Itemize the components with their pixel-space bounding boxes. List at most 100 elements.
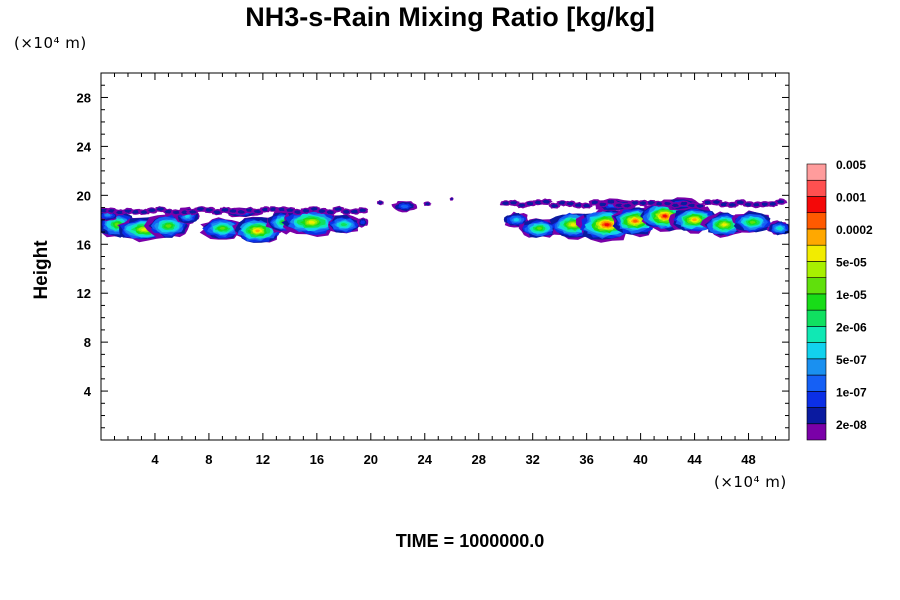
contour-fill	[510, 201, 518, 205]
y-tick-label: 28	[77, 90, 91, 105]
colorbar-label: 5e-07	[836, 353, 867, 367]
contour-fill	[302, 209, 311, 213]
contour-fill	[692, 218, 697, 222]
contour-fill	[294, 210, 302, 214]
colorbar-label: 2e-06	[836, 320, 867, 334]
contour-fill	[425, 202, 430, 206]
contour-fill	[318, 209, 326, 213]
contour-fill	[132, 210, 140, 214]
contour-fill	[632, 219, 638, 223]
contour-fill	[219, 226, 226, 230]
x-tick-label: 36	[579, 452, 593, 467]
contour-fill	[360, 220, 366, 225]
contour-fill	[350, 209, 358, 214]
contour-fill	[116, 210, 124, 214]
y-tick-label: 20	[77, 188, 91, 203]
mixing-ratio-field	[101, 197, 789, 243]
colorbar-swatch	[806, 228, 827, 246]
colorbar-label: 1e-05	[836, 288, 867, 302]
x-tick-label: 8	[205, 452, 212, 467]
contour-fill	[518, 203, 526, 208]
contour-fill	[704, 200, 712, 205]
contour-fill	[278, 207, 286, 212]
colorbar-swatch	[806, 326, 827, 343]
x-tick-label: 16	[310, 452, 324, 467]
contour-fill	[326, 210, 335, 215]
contour-fill	[728, 202, 737, 207]
contour-fill	[245, 208, 253, 212]
contour-fill	[688, 203, 696, 208]
contour-fill	[221, 208, 229, 212]
contour-fill	[378, 201, 383, 205]
contour-fill	[631, 201, 639, 205]
contour-fill	[450, 198, 453, 200]
colorbar-swatch	[806, 261, 827, 278]
colorbar-swatch	[806, 407, 827, 425]
x-tick-label: 48	[741, 452, 755, 467]
contour-fill	[777, 227, 783, 230]
contour-fill	[124, 209, 132, 213]
x-tick-label: 20	[364, 452, 378, 467]
contour-fill	[286, 208, 294, 212]
plot-frame	[100, 72, 790, 441]
contour-fill	[526, 201, 534, 206]
contour-fill	[343, 209, 350, 214]
contour-fill	[308, 220, 315, 224]
contour-fill	[769, 201, 777, 206]
colorbar-swatch	[806, 423, 827, 441]
contour-fill	[156, 207, 165, 211]
contour-fill	[615, 203, 623, 207]
contour-fill	[671, 203, 679, 208]
colorbar-swatch	[806, 212, 827, 230]
colorbar-swatch	[806, 390, 827, 408]
contour-fill	[607, 199, 615, 204]
contour-fill	[776, 199, 785, 204]
time-label: TIME = 1000000.0	[395, 531, 545, 551]
colorbar-swatch	[806, 244, 827, 262]
contour-fill	[542, 199, 550, 204]
contour-fill	[696, 204, 704, 208]
contour-fill	[237, 210, 245, 214]
colorbar-swatch	[806, 163, 827, 181]
y-tick-label: 4	[84, 384, 92, 399]
contour-fill	[662, 214, 667, 218]
contour-fill	[255, 229, 260, 233]
contour-fill	[551, 203, 558, 208]
colorbar-swatch	[806, 277, 827, 295]
contour-fill	[104, 213, 111, 217]
contour-fill	[334, 207, 342, 211]
contour-fill	[213, 210, 221, 215]
y-axis-unit: (×10⁴ m)	[14, 34, 87, 52]
contour-fill	[189, 210, 197, 214]
colorbar-label: 0.0002	[836, 223, 873, 237]
y-tick-label: 8	[84, 335, 91, 350]
contour-fill	[753, 203, 761, 207]
contour-fill	[400, 204, 409, 209]
y-tick-label: 16	[77, 237, 91, 252]
contour-fill	[680, 201, 688, 206]
contour-fill	[566, 201, 575, 206]
contour-fill	[761, 202, 769, 207]
contour-fill	[570, 223, 576, 227]
contour-fill	[164, 209, 172, 214]
y-tick-label: 24	[77, 139, 92, 154]
contour-fill	[229, 209, 237, 213]
contour-fill	[574, 203, 583, 207]
colorbar-swatch	[806, 342, 827, 360]
contour-fill	[604, 223, 610, 227]
contour-fill	[140, 210, 148, 214]
contour-fill	[253, 209, 261, 214]
contour-fill	[599, 202, 607, 207]
colorbar-label: 0.001	[836, 190, 866, 204]
y-tick-label: 12	[77, 286, 91, 301]
colorbar-label: 5e-05	[836, 255, 867, 269]
colorbar-label: 0.005	[836, 158, 866, 172]
colorbar-swatch	[806, 293, 827, 311]
colorbar-swatch	[806, 196, 827, 214]
contour-fill	[172, 210, 180, 215]
contour-fill	[583, 203, 590, 208]
x-tick-label: 12	[256, 452, 270, 467]
contour-fill	[558, 201, 567, 205]
